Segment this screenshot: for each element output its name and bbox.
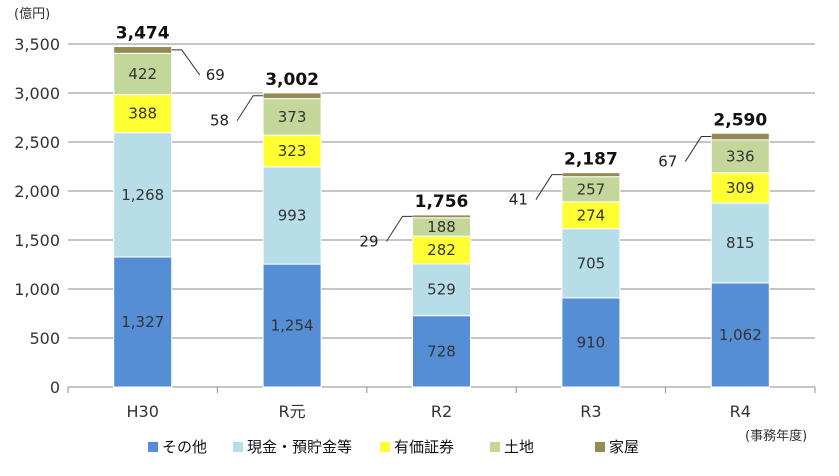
segment-value-label: 67 [658, 153, 677, 171]
legend-swatch [148, 442, 158, 452]
segment-value-label: 1,254 [271, 317, 314, 335]
x-category-label: R3 [580, 402, 601, 421]
legend-swatch [595, 442, 605, 452]
segment-value-label: 41 [509, 191, 528, 209]
y-unit-label: (億円) [14, 6, 50, 22]
labels: 0 500 1,000 1,500 2,000 2,500 3,000 3,500 1,327 1… [14, 24, 767, 421]
segment-value-label: 282 [427, 241, 456, 259]
segment-value-label: 58 [210, 112, 229, 130]
x-category-label: R4 [730, 402, 751, 421]
y-tick-label: 2,500 [14, 133, 60, 152]
segment-value-label: 274 [577, 206, 606, 224]
legend-label: 有価証券 [394, 438, 454, 456]
bar-segment [113, 52, 173, 96]
segment-value-label: 336 [726, 147, 755, 165]
bar-segment [710, 132, 770, 141]
segment-value-label: 1,268 [121, 186, 164, 204]
segment-value-label: 373 [278, 108, 307, 126]
segment-value-label: 529 [427, 281, 456, 299]
segment-value-label: 993 [278, 206, 307, 224]
bar-segment [113, 94, 173, 134]
segment-value-label: 728 [427, 342, 456, 360]
y-tick-label: 2,000 [14, 182, 60, 201]
bar-segment [113, 132, 173, 258]
legend-label: 現金・預貯金等 [247, 438, 352, 456]
segment-value-label: 29 [359, 232, 378, 250]
bar-segment [262, 263, 322, 388]
bar-segment [262, 166, 322, 265]
segment-value-label: 257 [577, 180, 606, 198]
segment-value-label: 388 [128, 105, 157, 123]
legend-swatch [380, 442, 390, 452]
legend-swatch [233, 442, 243, 452]
total-value-label: 2,590 [713, 110, 767, 130]
bar-segment [262, 98, 322, 136]
bar-segment [561, 172, 621, 178]
legend-label: その他 [162, 438, 207, 456]
x-category-label: R元 [279, 402, 306, 421]
total-value-label: 2,187 [564, 150, 618, 170]
leader-line [535, 174, 562, 200]
y-tick-label: 3,500 [14, 35, 60, 54]
segment-value-label: 69 [206, 66, 225, 84]
segment-value-label: 1,327 [121, 313, 164, 331]
y-tick-label: 500 [29, 329, 60, 348]
segment-value-label: 323 [278, 142, 307, 160]
y-tick-label: 0 [50, 378, 60, 397]
bar-segment [262, 134, 322, 168]
leader-line [171, 49, 201, 76]
y-tick-label: 1,000 [14, 280, 60, 299]
segment-value-label: 815 [726, 234, 755, 252]
segment-value-label: 422 [128, 65, 157, 83]
bar-segment [113, 256, 173, 388]
total-value-label: 1,756 [415, 192, 469, 212]
x-category-label: H30 [127, 402, 159, 421]
x-unit-label: (事務年度) [745, 428, 807, 444]
bar-segment [561, 176, 621, 203]
segment-value-label: 1,062 [719, 326, 762, 344]
total-value-label: 3,002 [265, 70, 319, 90]
segment-value-label: 705 [577, 254, 606, 272]
y-tick-label: 3,000 [14, 84, 60, 103]
bar-segment [561, 201, 621, 230]
y-tick-label: 1,500 [14, 231, 60, 250]
legend-swatch [490, 442, 500, 452]
bars [113, 46, 770, 388]
total-value-label: 3,474 [116, 24, 170, 44]
leader-line [386, 215, 413, 242]
bar-segment [262, 92, 322, 100]
bar-segment [113, 46, 173, 54]
bar-segment [412, 315, 471, 388]
segment-value-label: 910 [577, 333, 606, 351]
legend: その他 現金・預貯金等 有価証券 土地 家屋 [148, 438, 639, 456]
leader-line [684, 136, 712, 162]
leader-line [236, 95, 264, 122]
legend-label: 家屋 [609, 438, 639, 456]
x-category-label: R2 [431, 402, 452, 421]
bar-segment [412, 263, 471, 317]
legend-label: 土地 [504, 438, 534, 456]
segment-value-label: 188 [427, 218, 456, 236]
segment-value-label: 309 [726, 179, 755, 197]
